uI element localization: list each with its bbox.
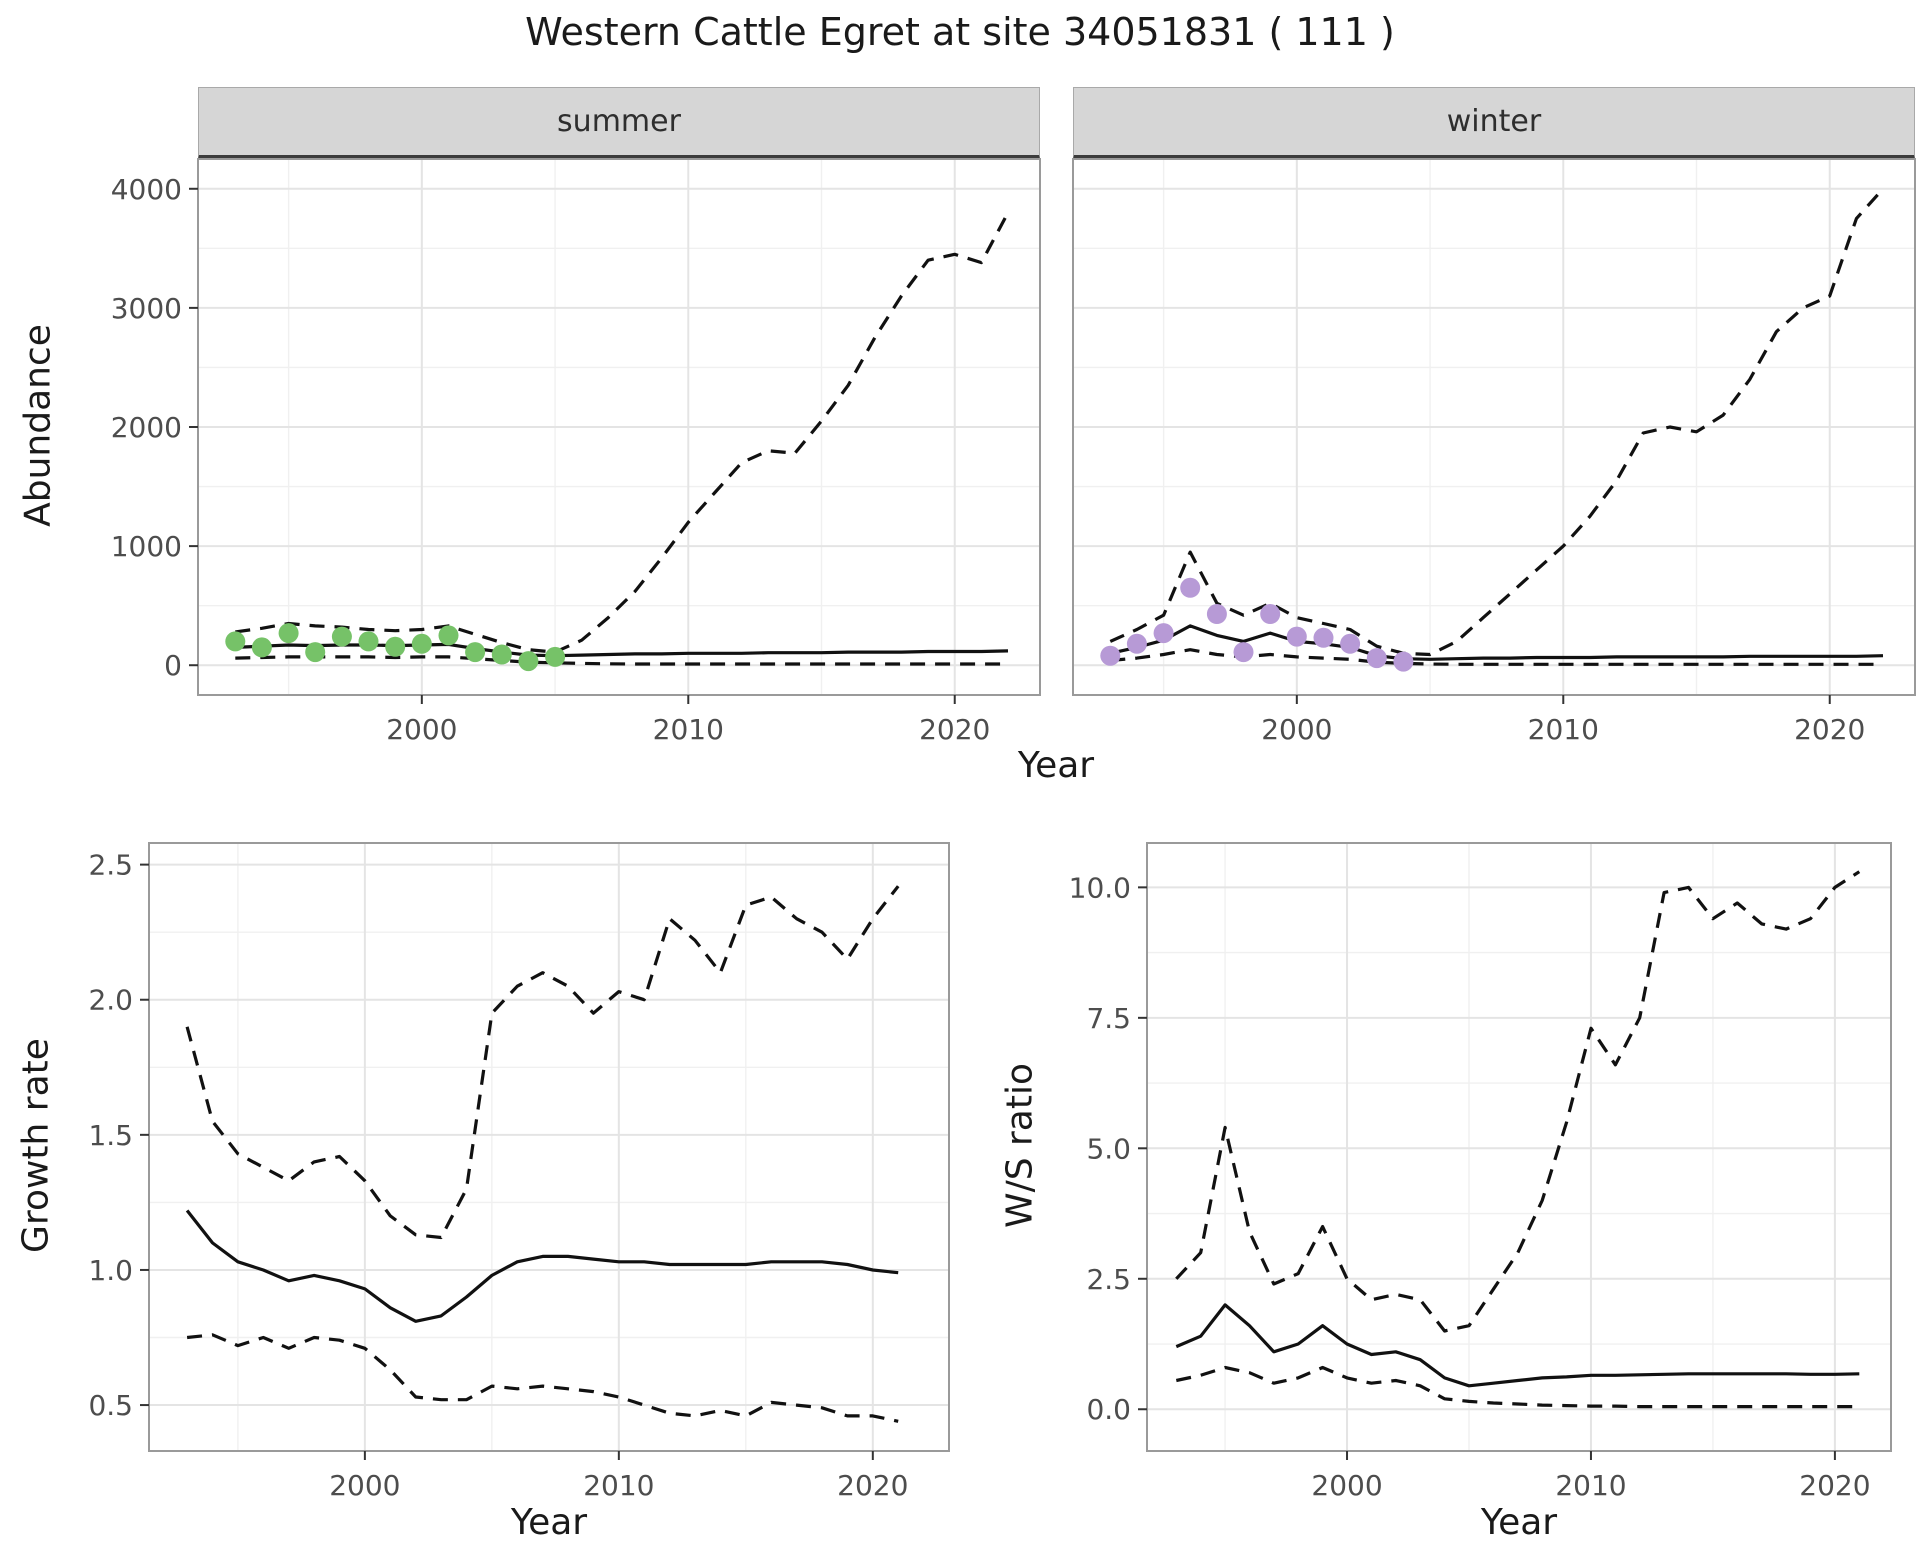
series-upper-ci (1109, 187, 1885, 657)
series-median (1175, 1303, 1860, 1388)
svg-text:2.0: 2.0 (88, 984, 133, 1017)
x-axis-ticks: 2000 2010 2020 (1311, 1451, 1871, 1502)
series-lower-ci (1175, 1365, 1860, 1409)
chart-svg-growth: 2000 2010 2020 0.5 1.0 1.5 2.0 2.5 (88, 842, 950, 1502)
svg-text:2020: 2020 (1794, 713, 1865, 746)
facet-strip-summer: summer (198, 87, 1040, 159)
panel-growth-rate: 2000 2010 2020 0.5 1.0 1.5 2.0 2.5 (49, 833, 959, 1513)
y-axis-ticks: 0.0 2.5 5.0 7.5 10.0 (1069, 871, 1147, 1426)
x-axis-label-year-growth: Year (510, 1502, 588, 1543)
svg-text:2010: 2010 (583, 1469, 654, 1502)
facet-strip-winter-label: winter (1446, 104, 1542, 139)
svg-text:3000: 3000 (111, 292, 182, 325)
y-axis-ticks: 0 1000 2000 3000 4000 (111, 173, 198, 682)
series-median (1109, 624, 1884, 661)
svg-text:7.5: 7.5 (1086, 1002, 1131, 1035)
svg-text:2000: 2000 (1311, 1469, 1382, 1502)
facet-strip-winter: winter (1073, 87, 1915, 159)
chart-svg-summer: 2000 2010 2020 0 1000 2000 3000 4000 (111, 158, 1041, 746)
panel-winter-abundance: 2000 2010 2020 (973, 149, 1920, 757)
series-lower-ci (186, 1333, 899, 1423)
grid-major (198, 159, 1040, 695)
chart-title: Western Cattle Egret at site 34051831 ( … (525, 10, 1395, 54)
svg-text:2000: 2000 (1261, 713, 1332, 746)
x-axis-label-year-ws: Year (1480, 1502, 1558, 1543)
svg-text:2020: 2020 (837, 1469, 908, 1502)
svg-text:5.0: 5.0 (1086, 1132, 1131, 1165)
svg-text:1.5: 1.5 (88, 1119, 133, 1152)
svg-text:1000: 1000 (111, 530, 182, 563)
series-median (185, 1209, 899, 1323)
series-observed-points (225, 623, 566, 672)
svg-text:2.5: 2.5 (88, 849, 133, 882)
panel-summer-abundance: 2000 2010 2020 0 1000 2000 3000 4000 (98, 149, 1050, 757)
series-lower-ci (235, 655, 1008, 666)
facet-strip-summer-label: summer (557, 104, 681, 139)
svg-text:2000: 2000 (329, 1469, 400, 1502)
svg-text:2010: 2010 (1555, 1469, 1626, 1502)
grid-minor (1147, 843, 1891, 1451)
svg-text:0.0: 0.0 (1086, 1393, 1131, 1426)
svg-text:10.0: 10.0 (1069, 871, 1131, 904)
y-axis-label-growth-rate: Growth rate (15, 1038, 57, 1253)
grid-minor (149, 843, 949, 1451)
series-upper-ci (235, 211, 1010, 654)
x-axis-ticks: 2000 2010 2020 (386, 695, 990, 746)
svg-text:2020: 2020 (1799, 1469, 1870, 1502)
y-axis-ticks: 0.5 1.0 1.5 2.0 2.5 (88, 849, 149, 1422)
x-axis-ticks: 2000 2010 2020 (329, 1451, 908, 1502)
chart-svg-winter: 2000 2010 2020 (1072, 158, 1916, 746)
svg-text:1.0: 1.0 (88, 1254, 133, 1287)
panel-ws-ratio: 2000 2010 2020 0.0 2.5 5.0 7.5 10.0 (1047, 833, 1901, 1513)
svg-text:2000: 2000 (386, 713, 457, 746)
x-axis-ticks: 2000 2010 2020 (1261, 695, 1865, 746)
chart-svg-ws: 2000 2010 2020 0.0 2.5 5.0 7.5 10.0 (1069, 842, 1892, 1502)
svg-text:4000: 4000 (111, 173, 182, 206)
y-axis-label-ws-ratio: W/S ratio (999, 1062, 1041, 1229)
grid-major (1147, 843, 1891, 1451)
svg-text:2020: 2020 (919, 713, 990, 746)
svg-text:0: 0 (164, 649, 182, 682)
svg-text:2010: 2010 (1528, 713, 1599, 746)
y-axis-label-abundance: Abundance (17, 324, 59, 527)
series-upper-ci (185, 885, 900, 1240)
series-observed-points (1100, 577, 1414, 672)
svg-text:2000: 2000 (111, 411, 182, 444)
x-axis-label-year-top: Year (1017, 745, 1095, 786)
svg-text:2010: 2010 (653, 713, 724, 746)
svg-text:0.5: 0.5 (88, 1389, 133, 1422)
svg-text:2.5: 2.5 (1086, 1263, 1131, 1296)
